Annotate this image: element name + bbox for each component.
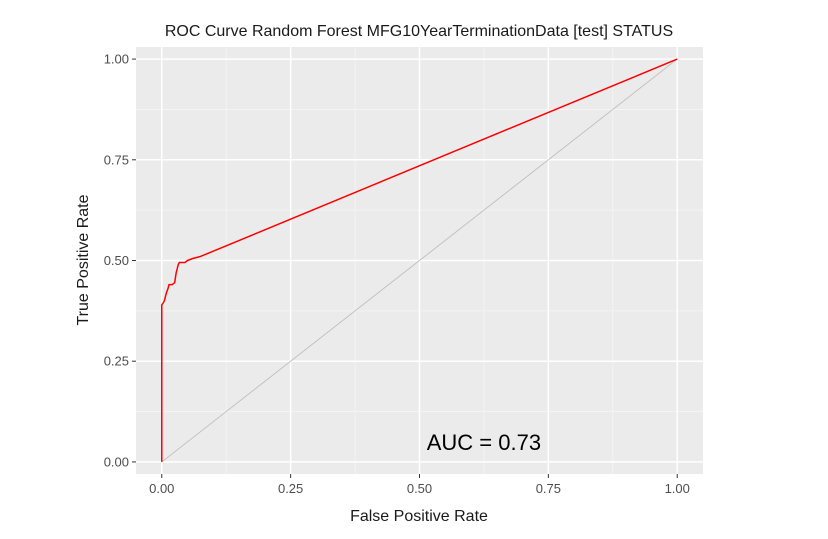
x-tick-label: 0.50: [407, 481, 432, 496]
y-tick-label: 0.00: [104, 454, 129, 469]
x-axis-ticks: 0.00 0.25 0.50 0.75 1.00: [149, 474, 690, 496]
y-tick-label: 0.75: [104, 152, 129, 167]
chart-title: ROC Curve Random Forest MFG10YearTermina…: [165, 23, 673, 40]
auc-annotation: AUC = 0.73: [427, 430, 541, 455]
y-tick-label: 1.00: [104, 52, 129, 67]
reference-diagonal-line: [161, 58, 678, 463]
roc-curve-line: [161, 58, 678, 462]
y-axis-ticks: 0.00 0.25 0.50 0.75 1.00: [104, 52, 136, 469]
y-tick-label: 0.25: [104, 354, 129, 369]
x-tick-label: 1.00: [665, 481, 690, 496]
y-tick-label: 0.50: [104, 253, 129, 268]
y-axis-label: True Positive Rate: [75, 194, 92, 325]
series-group: [161, 58, 678, 463]
x-axis-label: False Positive Rate: [350, 508, 488, 525]
x-tick-label: 0.75: [536, 481, 561, 496]
x-tick-label: 0.00: [149, 481, 174, 496]
x-tick-label: 0.25: [278, 481, 303, 496]
